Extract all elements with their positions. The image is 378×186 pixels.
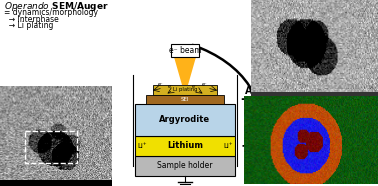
Text: Sᴀᴄ: Sᴀᴄ (351, 61, 361, 66)
Bar (171, 44, 199, 57)
Bar (135, 104, 235, 136)
Bar (0, 180, 112, 186)
Text: Lithium: Lithium (167, 142, 203, 150)
Text: Li⁺: Li⁺ (223, 143, 233, 149)
Text: Sample holder: Sample holder (157, 161, 213, 171)
Text: +: + (240, 139, 252, 153)
Text: Li⁺: Li⁺ (137, 143, 147, 149)
Bar (135, 156, 235, 176)
Text: Li plating: Li plating (173, 87, 197, 92)
Bar (344, 61, 349, 66)
Text: Li₂S: Li₂S (351, 70, 361, 75)
Text: e⁻: e⁻ (158, 82, 164, 87)
Text: e⁻: e⁻ (202, 82, 208, 87)
Text: Argyrodite: Argyrodite (160, 116, 211, 124)
Text: e⁻ beam: e⁻ beam (169, 46, 201, 55)
Text: $\mathit{Operando}$ SEM/Auger: $\mathit{Operando}$ SEM/Auger (4, 0, 109, 13)
Text: e⁻: e⁻ (192, 84, 198, 89)
Bar (344, 79, 349, 84)
Text: SEI: SEI (181, 97, 189, 102)
Bar (25, 131, 77, 163)
Bar (251, 92, 378, 102)
Polygon shape (174, 57, 196, 85)
Text: → Interphase: → Interphase (4, 15, 59, 24)
Bar (135, 136, 235, 156)
Bar (146, 95, 224, 104)
Text: = dynamics/morphology: = dynamics/morphology (4, 8, 98, 17)
Text: -: - (240, 92, 246, 107)
Text: SEM: SEM (253, 0, 290, 15)
Text: e⁻: e⁻ (168, 84, 174, 89)
Text: Li metal: Li metal (351, 79, 373, 84)
Bar (153, 85, 217, 95)
Text: Auger imaging: Auger imaging (245, 86, 326, 96)
Bar (344, 70, 349, 75)
Text: → Li plating: → Li plating (4, 21, 53, 30)
